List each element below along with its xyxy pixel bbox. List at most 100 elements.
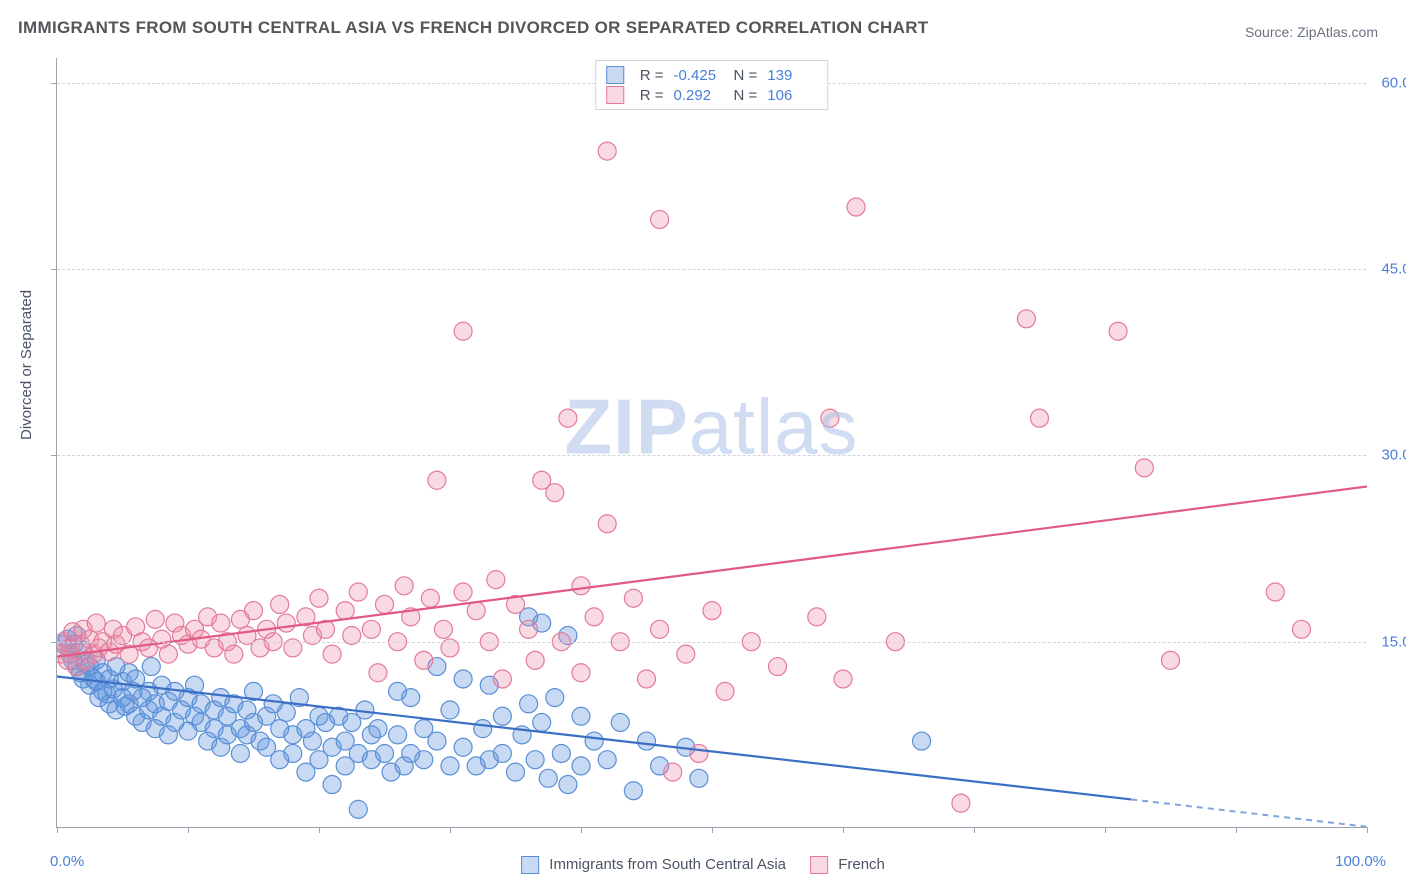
- scatter-point-blue: [638, 732, 656, 750]
- scatter-point-blue: [369, 720, 387, 738]
- x-tick: [450, 827, 451, 833]
- scatter-point-blue: [454, 738, 472, 756]
- scatter-point-blue: [415, 751, 433, 769]
- y-tick: [51, 83, 57, 84]
- source-attribution: Source: ZipAtlas.com: [1245, 24, 1378, 40]
- scatter-point-blue: [454, 670, 472, 688]
- scatter-point-pink: [952, 794, 970, 812]
- scatter-point-pink: [664, 763, 682, 781]
- scatter-point-blue: [441, 701, 459, 719]
- scatter-point-blue: [277, 704, 295, 722]
- scatter-point-blue: [284, 744, 302, 762]
- scatter-point-pink: [493, 670, 511, 688]
- scatter-point-pink: [546, 484, 564, 502]
- scatter-point-pink: [428, 471, 446, 489]
- y-tick-label: 45.0%: [1374, 261, 1406, 278]
- source-link[interactable]: ZipAtlas.com: [1297, 24, 1378, 40]
- scatter-point-pink: [1109, 322, 1127, 340]
- scatter-point-pink: [834, 670, 852, 688]
- scatter-point-pink: [146, 610, 164, 628]
- scatter-point-pink: [277, 614, 295, 632]
- scatter-point-pink: [651, 620, 669, 638]
- scatter-point-blue: [349, 800, 367, 818]
- legend-swatch-pink: [810, 856, 828, 874]
- scatter-point-pink: [159, 645, 177, 663]
- scatter-point-pink: [349, 583, 367, 601]
- x-tick: [1367, 827, 1368, 833]
- y-tick-label: 30.0%: [1374, 447, 1406, 464]
- n-label: N =: [734, 87, 758, 104]
- scatter-point-pink: [454, 583, 472, 601]
- scatter-point-blue: [913, 732, 931, 750]
- scatter-point-pink: [624, 589, 642, 607]
- x-tick: [188, 827, 189, 833]
- swatch-pink: [606, 86, 624, 104]
- gridline: [57, 455, 1366, 456]
- scatter-point-blue: [611, 713, 629, 731]
- r-label: R =: [640, 87, 664, 104]
- scatter-point-blue: [572, 707, 590, 725]
- scatter-point-pink: [847, 198, 865, 216]
- x-tick: [974, 827, 975, 833]
- legend-item-blue: Immigrants from South Central Asia: [521, 856, 786, 874]
- x-tick: [581, 827, 582, 833]
- scatter-point-blue: [428, 732, 446, 750]
- legend-swatch-blue: [521, 856, 539, 874]
- y-tick: [51, 455, 57, 456]
- scatter-svg: [57, 58, 1367, 828]
- scatter-point-blue: [533, 713, 551, 731]
- y-tick: [51, 269, 57, 270]
- scatter-point-pink: [703, 602, 721, 620]
- scatter-point-blue: [402, 689, 420, 707]
- scatter-point-pink: [677, 645, 695, 663]
- n-value-pink: 106: [767, 87, 817, 104]
- trend-line-dash-blue: [1131, 799, 1367, 826]
- y-axis-label: Divorced or Separated: [18, 290, 35, 440]
- scatter-point-blue: [389, 726, 407, 744]
- scatter-point-blue: [474, 720, 492, 738]
- scatter-point-pink: [467, 602, 485, 620]
- scatter-point-pink: [690, 744, 708, 762]
- scatter-point-blue: [572, 757, 590, 775]
- scatter-point-blue: [507, 763, 525, 781]
- scatter-point-blue: [323, 776, 341, 794]
- scatter-point-pink: [395, 577, 413, 595]
- scatter-point-pink: [1135, 459, 1153, 477]
- legend-bottom: Immigrants from South Central Asia Frenc…: [521, 856, 885, 874]
- scatter-point-pink: [87, 614, 105, 632]
- scatter-point-pink: [369, 664, 387, 682]
- scatter-point-blue: [493, 744, 511, 762]
- scatter-point-pink: [415, 651, 433, 669]
- x-origin-label: 0.0%: [50, 853, 84, 870]
- scatter-point-pink: [559, 409, 577, 427]
- n-value-blue: 139: [767, 67, 817, 84]
- scatter-point-pink: [1017, 310, 1035, 328]
- scatter-point-pink: [598, 142, 616, 160]
- legend-label-blue: Immigrants from South Central Asia: [549, 856, 786, 873]
- scatter-point-pink: [310, 589, 328, 607]
- scatter-point-pink: [585, 608, 603, 626]
- scatter-point-blue: [493, 707, 511, 725]
- scatter-point-pink: [808, 608, 826, 626]
- scatter-point-blue: [441, 757, 459, 775]
- x-tick: [1105, 827, 1106, 833]
- scatter-point-pink: [1266, 583, 1284, 601]
- trend-line-blue: [57, 676, 1131, 799]
- n-label: N =: [734, 67, 758, 84]
- scatter-point-blue: [690, 769, 708, 787]
- scatter-point-blue: [376, 744, 394, 762]
- source-prefix: Source:: [1245, 24, 1297, 40]
- scatter-point-blue: [598, 751, 616, 769]
- x-tick: [843, 827, 844, 833]
- x-max-label: 100.0%: [1335, 853, 1386, 870]
- y-tick-label: 15.0%: [1374, 633, 1406, 650]
- scatter-point-pink: [1162, 651, 1180, 669]
- scatter-point-pink: [520, 620, 538, 638]
- scatter-point-pink: [421, 589, 439, 607]
- x-tick: [1236, 827, 1237, 833]
- x-tick: [712, 827, 713, 833]
- scatter-point-pink: [323, 645, 341, 663]
- scatter-point-pink: [336, 602, 354, 620]
- legend-label-pink: French: [838, 856, 885, 873]
- scatter-point-pink: [716, 682, 734, 700]
